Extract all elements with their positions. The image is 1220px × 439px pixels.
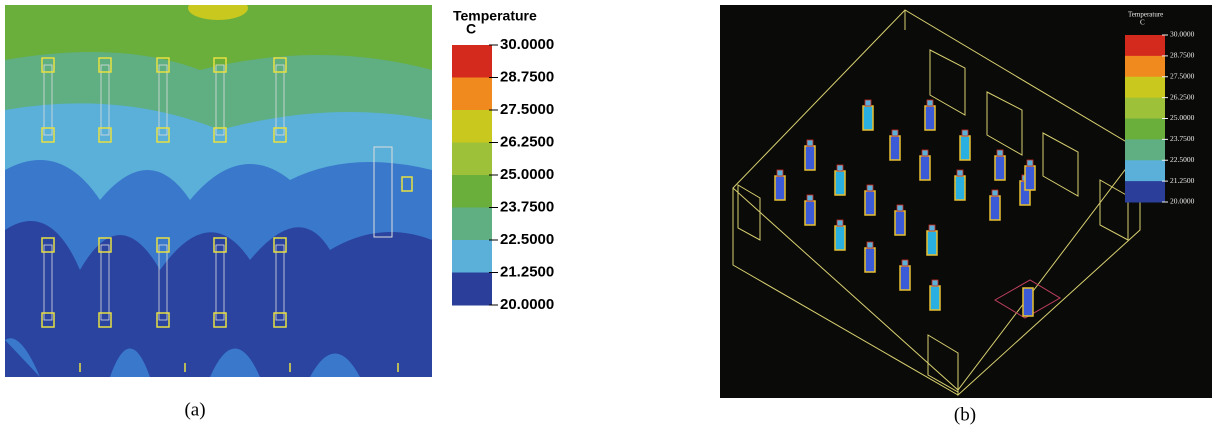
caption: (a) xyxy=(184,399,205,420)
legend-label: 21.2500 xyxy=(500,263,554,280)
legend-label: 26.2500 xyxy=(500,133,554,150)
occupant-head xyxy=(1027,160,1033,166)
occupant-head xyxy=(957,170,963,176)
legend-label: 23.7500 xyxy=(500,198,554,215)
legend-swatch xyxy=(452,143,492,176)
occupant xyxy=(865,191,875,215)
occupant xyxy=(1025,166,1035,190)
occupant-head xyxy=(992,190,998,196)
occupant xyxy=(863,106,873,130)
legend-swatch xyxy=(452,240,492,273)
occupant-head xyxy=(807,195,813,201)
legend-swatch xyxy=(452,273,492,306)
legend-label: 25.0000 xyxy=(500,166,554,183)
occupant xyxy=(920,156,930,180)
occupant xyxy=(805,201,815,225)
legend-label: 30.0000 xyxy=(1170,30,1195,39)
occupant xyxy=(930,286,940,310)
occupant xyxy=(927,231,937,255)
occupant xyxy=(955,176,965,200)
legend-label: 25.0000 xyxy=(1170,113,1195,122)
occupant-head xyxy=(932,280,938,286)
occupant xyxy=(995,156,1005,180)
legend-label: 26.2500 xyxy=(1170,92,1195,101)
legend-swatch xyxy=(452,78,492,111)
legend-label: 28.7500 xyxy=(1170,51,1195,60)
legend-swatch xyxy=(1125,181,1165,202)
occupant xyxy=(895,211,905,235)
occupant-head xyxy=(929,225,935,231)
occupant-head xyxy=(922,150,928,156)
occupant xyxy=(990,196,1000,220)
legend-unit: C xyxy=(1140,19,1145,27)
occupant xyxy=(900,266,910,290)
legend-label: 20.0000 xyxy=(500,296,554,313)
occupant xyxy=(890,136,900,160)
legend-swatch xyxy=(452,175,492,208)
caption: (b) xyxy=(954,404,976,425)
legend-swatch xyxy=(1125,98,1165,119)
occupant-head xyxy=(865,100,871,106)
legend-label: 21.2500 xyxy=(1170,176,1195,185)
legend-label: 27.5000 xyxy=(500,101,554,118)
legend-swatch xyxy=(1125,56,1165,77)
occupant-head xyxy=(807,140,813,146)
legend-swatch xyxy=(1125,139,1165,160)
legend-swatch xyxy=(1125,35,1165,56)
figure: Temperature C 30.0000 28.7500 27.5000 26.25… xyxy=(0,0,1220,434)
legend-swatch xyxy=(1125,77,1165,98)
occupant-head xyxy=(997,150,1003,156)
occupant-head xyxy=(777,170,783,176)
legend-label: 20.0000 xyxy=(1170,197,1195,206)
legend-label: 22.5000 xyxy=(500,231,554,248)
occupant xyxy=(960,136,970,160)
legend-unit: C xyxy=(466,21,476,37)
occupant xyxy=(865,248,875,272)
occupant-head xyxy=(837,220,843,226)
legend-title: Temperature xyxy=(1128,11,1163,19)
legend-label: 28.7500 xyxy=(500,68,554,85)
occupant xyxy=(1023,288,1033,316)
occupant-head xyxy=(927,100,933,106)
legend-swatch xyxy=(452,208,492,241)
occupant-head xyxy=(867,242,873,248)
legend-swatch xyxy=(452,45,492,78)
legend-swatch xyxy=(452,110,492,143)
occupant xyxy=(925,106,935,130)
occupant-head xyxy=(902,260,908,266)
occupant-head xyxy=(867,185,873,191)
legend-swatch xyxy=(1125,119,1165,140)
occupant xyxy=(835,171,845,195)
legend-label: 23.7500 xyxy=(1170,134,1195,143)
legend-label: 30.0000 xyxy=(500,36,554,53)
legend-swatch xyxy=(1125,160,1165,181)
occupant xyxy=(775,176,785,200)
legend-label: 22.5000 xyxy=(1170,155,1195,164)
occupant xyxy=(805,146,815,170)
occupant-head xyxy=(837,165,843,171)
occupant xyxy=(835,226,845,250)
legend-label: 27.5000 xyxy=(1170,71,1195,80)
occupant-head xyxy=(962,130,968,136)
contour-map xyxy=(5,0,432,377)
occupant-head xyxy=(892,130,898,136)
occupant-head xyxy=(897,205,903,211)
color-legend: Temperature C 30.000028.750027.500026.25… xyxy=(452,8,554,313)
